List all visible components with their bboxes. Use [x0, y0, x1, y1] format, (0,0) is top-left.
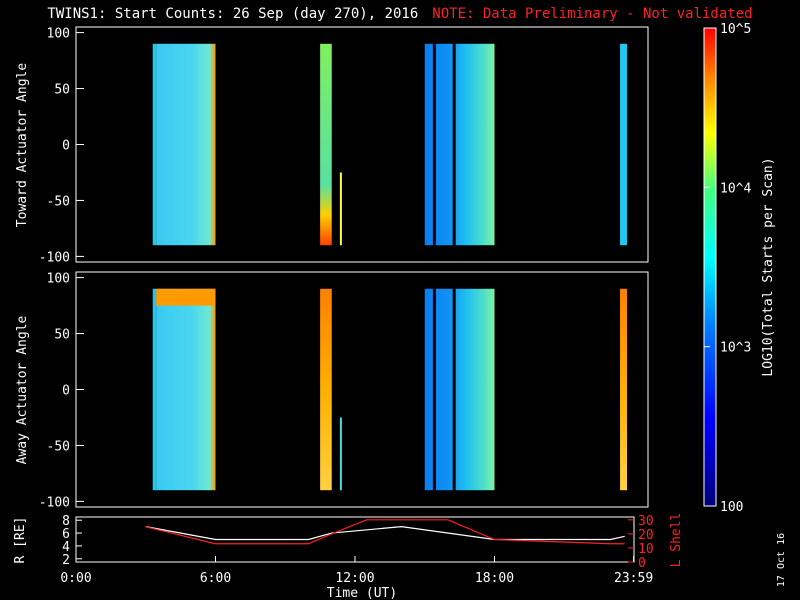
heatmap-block-toward-0 — [152, 43, 157, 246]
r-tick-label-3: 2 — [62, 553, 70, 568]
preliminary-note: NOTE: Data Preliminary - Not validated — [432, 6, 753, 22]
ytick-label-away-0: 100 — [47, 272, 70, 287]
chart-title: TWINS1: Start Counts: 26 Sep (day 270), … — [0, 6, 800, 22]
title-text: TWINS1: Start Counts: 26 Sep (day 270), … — [47, 6, 419, 22]
ytick-label-toward-3: -50 — [47, 194, 70, 209]
data-gap-away-1 — [452, 288, 456, 491]
xtick-label-3: 18:00 — [475, 571, 514, 586]
cbar-tick-label-0: 10^5 — [720, 22, 751, 37]
data-gap-away-0 — [432, 288, 436, 491]
data-gap-toward-0 — [432, 43, 436, 246]
heatmap-block-away-5 — [152, 288, 157, 491]
ytick-label-away-3: -50 — [47, 439, 70, 454]
xtick-label-1: 6:00 — [200, 571, 231, 586]
heatmap-block-toward-1 — [156, 43, 216, 246]
colorbar — [703, 27, 717, 507]
lshell-tick-label-1: 20 — [638, 528, 654, 543]
heatmap-block-toward-4 — [620, 43, 628, 246]
ytick-label-away-2: 0 — [62, 384, 70, 399]
heatmap-block-away-6 — [156, 288, 216, 491]
heatmap-block-away-8 — [424, 288, 495, 491]
heatmap-block-toward-3 — [424, 43, 495, 246]
cbar-tick-label-1: 10^4 — [720, 181, 751, 196]
colorbar-label: LOG10(Total Starts per Scan) — [761, 157, 776, 376]
trace-away — [339, 417, 342, 491]
ytick-label-toward-0: 100 — [47, 27, 70, 42]
xtick-label-2: 12:00 — [335, 571, 374, 586]
cbar-tick-label-3: 100 — [720, 500, 743, 515]
colorbar-ticks: 10^5 10^4 10^3 100 — [704, 22, 751, 515]
r-series-line — [145, 526, 625, 541]
data-gap-toward-1 — [452, 43, 456, 246]
lshell-axis-label: L Shell — [669, 513, 684, 568]
r-tick-label-0: 8 — [62, 514, 70, 529]
heatmap-block-away-7 — [320, 288, 332, 491]
heatmap-blocks — [152, 43, 628, 491]
lshell-tick-label-2: 10 — [638, 542, 654, 557]
away-top-band — [156, 288, 216, 306]
heatmap-block-away-9 — [620, 288, 628, 491]
lshell-tick-label-3: 0 — [638, 556, 646, 571]
xtick-label-0: 0:00 — [60, 571, 91, 586]
r-axis-label: R [RE] — [13, 517, 28, 564]
away-yticks: 100 50 0 -50 -100 — [39, 272, 84, 510]
away-ylabel: Away Actuator Angle — [15, 315, 30, 464]
ytick-label-toward-2: 0 — [62, 139, 70, 154]
heatmap-block-toward-2 — [320, 43, 332, 246]
away-top-band-orange — [156, 288, 216, 306]
xtick-label-4: 23:59 — [614, 571, 653, 586]
lshell-series-line — [145, 519, 625, 545]
date-stamp: 17 Oct 16 — [776, 533, 787, 587]
x-axis-ticks: 0:00 6:00 12:00 18:00 23:59 — [60, 556, 653, 586]
toward-yticks: 100 50 0 -50 -100 — [39, 27, 84, 265]
ytick-label-toward-4: -100 — [39, 250, 70, 265]
r-tick-label-1: 6 — [62, 527, 70, 542]
cbar-tick-label-2: 10^3 — [720, 341, 751, 356]
ytick-label-away-4: -100 — [39, 495, 70, 510]
trace-toward — [339, 172, 342, 246]
ytick-label-toward-1: 50 — [54, 83, 70, 98]
r-tick-label-2: 4 — [62, 540, 70, 555]
toward-ylabel: Toward Actuator Angle — [15, 63, 30, 228]
x-axis-label: Time (UT) — [327, 586, 397, 600]
lshell-tick-label-0: 30 — [638, 514, 654, 529]
ytick-label-away-1: 50 — [54, 328, 70, 343]
